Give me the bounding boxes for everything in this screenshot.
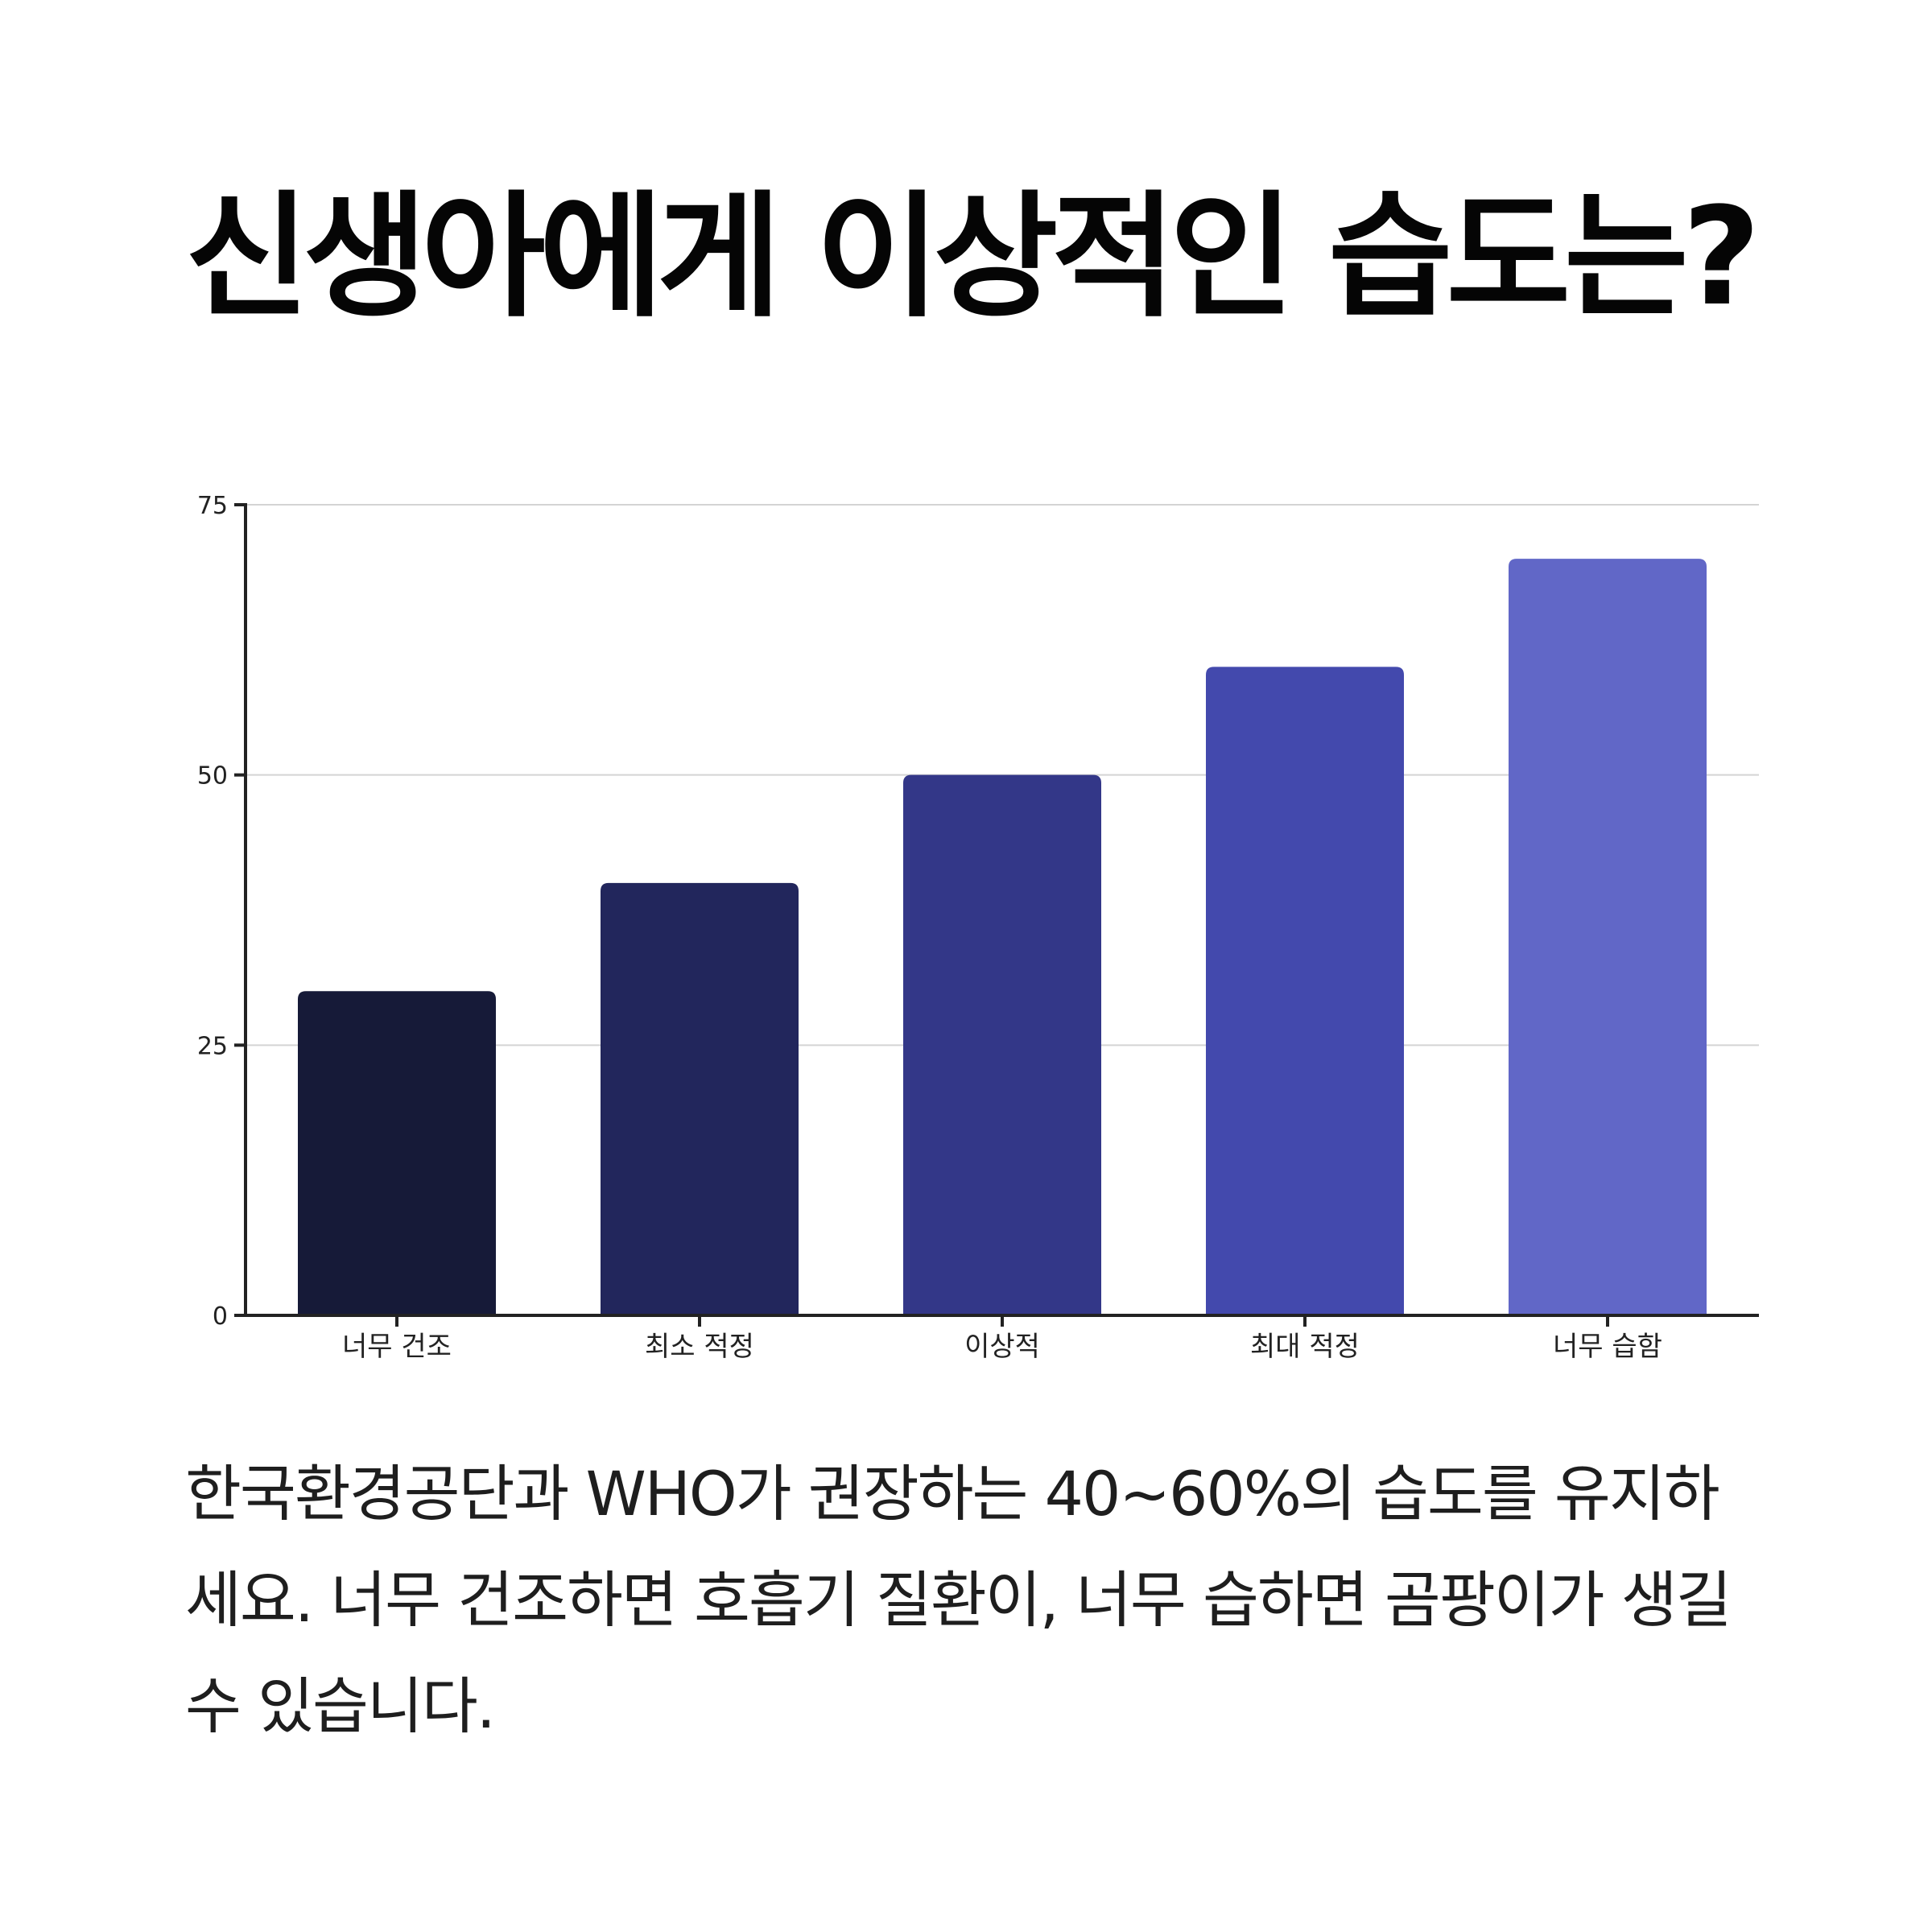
x-tick-label-4: 최대 적정 xyxy=(1250,1331,1360,1363)
bar-1 xyxy=(298,991,496,1315)
bars xyxy=(298,559,1707,1315)
x-tick-label-3: 이상적 xyxy=(964,1331,1040,1363)
bar-3 xyxy=(903,774,1101,1315)
y-tick-label-75: 75 xyxy=(197,492,228,520)
x-tick-label-2: 최소 적정 xyxy=(645,1331,754,1363)
y-tick-label-50: 50 xyxy=(197,762,228,791)
bar-4 xyxy=(1206,667,1404,1315)
caption-text: 한국환경공단과 WHO가 권장하는 40~60%의 습도를 유지하세요. 너무 … xyxy=(185,1458,1732,1742)
x-tick-label-5: 너무 습함 xyxy=(1553,1331,1662,1363)
bar-2 xyxy=(601,882,799,1315)
y-tick-label-25: 25 xyxy=(197,1032,228,1060)
page-title: 신생아에게 이상적인 습도는? xyxy=(185,178,1761,336)
axes: 0 25 50 75 너무 건조 최소 적정 이상적 최대 적정 너무 습함 xyxy=(197,492,1759,1363)
x-tick-label-1: 너무 건조 xyxy=(342,1331,452,1363)
y-tick-label-0: 0 xyxy=(213,1302,228,1331)
bar-5 xyxy=(1509,559,1707,1315)
